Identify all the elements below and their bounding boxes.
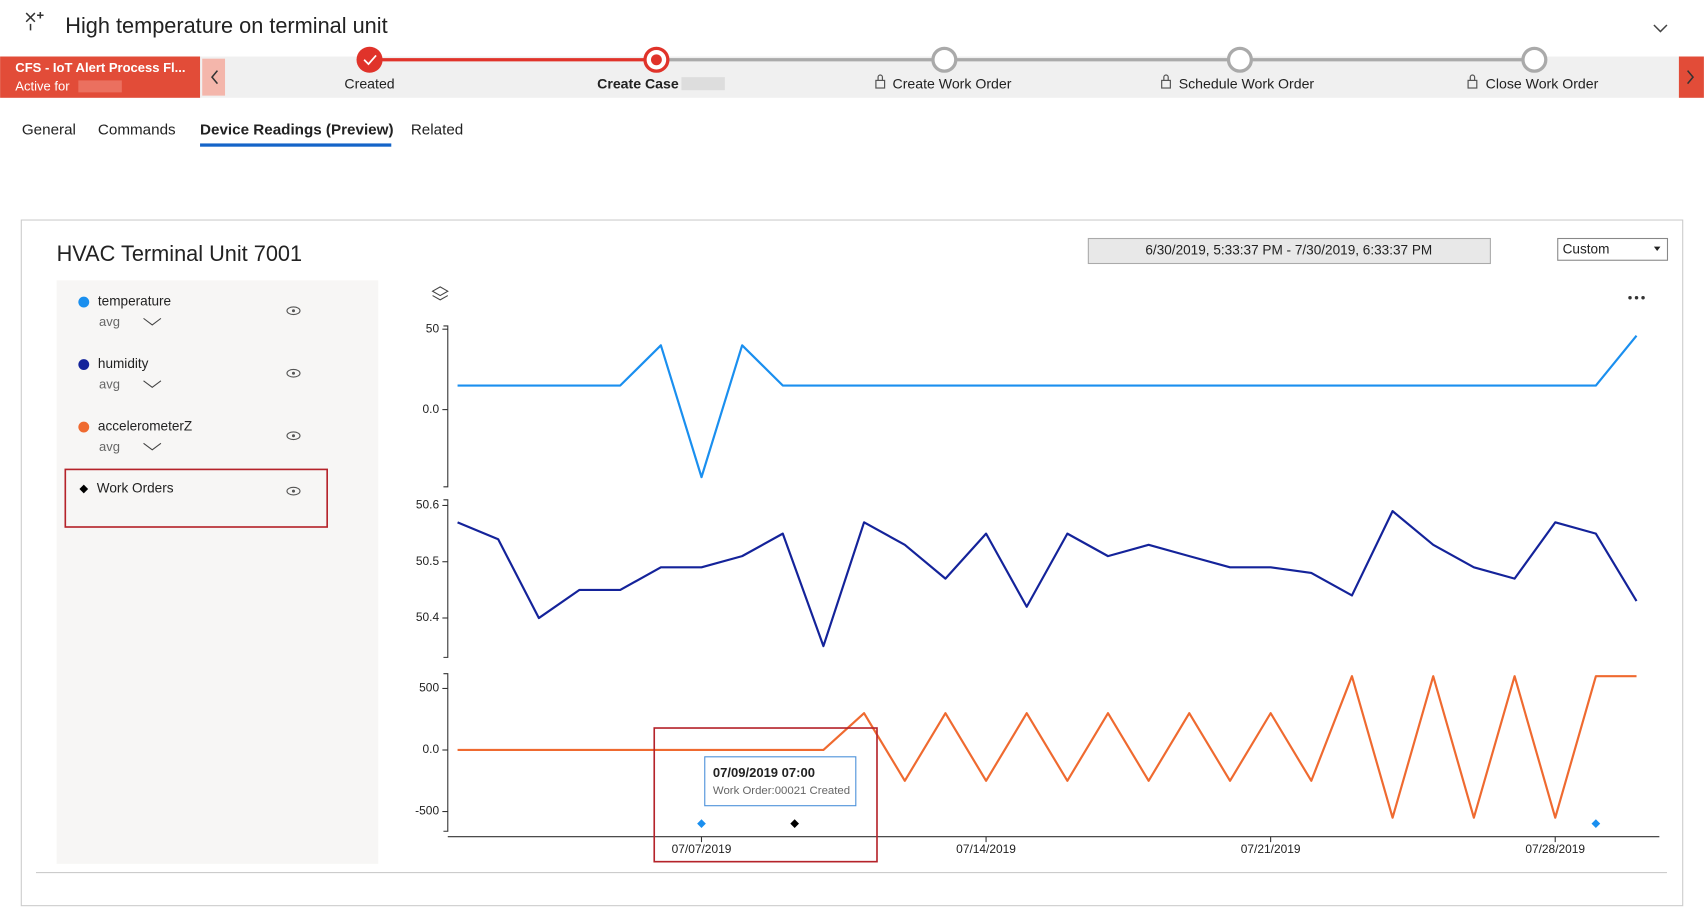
legend-aggregation: avg [99,314,120,329]
check [363,54,377,66]
highlight-box [64,468,328,528]
header-icon [25,11,44,31]
legend-dot [78,359,90,370]
highlight-box [653,727,878,863]
stage-label: Created [344,75,394,91]
y-tick-label: 50.5 [416,554,440,568]
tooltip-title: 07/09/2019 07:00 [713,765,815,780]
aggregation-chevron[interactable] [143,380,162,389]
stage-label: Schedule Work Order [1179,75,1315,91]
aggregation-chevron[interactable] [143,442,162,451]
record-title: High temperature on terminal unit [65,13,387,38]
tab-active[interactable]: Device Readings (Preview) [200,121,394,138]
y-tick-label: 50.4 [416,610,440,624]
range-dropdown[interactable] [1557,237,1669,261]
blurred-text [681,77,725,91]
legend-label: accelerometerZ [98,419,192,434]
y-tick-label: 50.6 [416,498,440,512]
x-tick-label: 07/07/2019 [672,842,732,856]
y-axis [443,499,449,658]
x-tick-label: 07/28/2019 [1525,842,1585,856]
legend-label: temperature [98,294,171,309]
visibility-pupil [291,489,296,493]
process-name: CFS - IoT Alert Process Fl... [15,60,185,75]
visibility-toggle[interactable] [286,486,301,496]
y-tick-label: 50 [426,321,440,335]
series-line [457,510,1638,648]
x-tick-label: 07/21/2019 [1241,842,1301,856]
legend-dot [78,296,90,308]
series-line [457,334,1638,479]
stage[interactable] [1521,46,1548,73]
tab-underline [200,143,392,147]
process-status: Active for [15,78,70,93]
process-bar [0,56,1704,98]
collapse-chevron[interactable] [1653,24,1668,33]
legend-panel [56,280,379,864]
stage-done[interactable] [356,46,383,73]
tab[interactable]: General [22,121,76,138]
tab[interactable]: Commands [98,121,176,138]
blurred-text [78,80,122,93]
stage-active-dot [650,54,662,66]
legend-aggregation: avg [99,377,120,392]
more-menu[interactable] [1628,295,1645,300]
visibility-toggle[interactable] [286,431,301,441]
legend-aggregation: avg [99,439,120,454]
y-tick-label: 0.0 [422,742,439,756]
stage[interactable] [1226,46,1253,73]
tab[interactable]: Related [411,121,463,138]
stage-label: Close Work Order [1486,75,1599,91]
date-range-button[interactable] [1087,237,1491,265]
legend-label: humidity [98,356,149,371]
lock-icons [875,74,1478,89]
legend-dot [78,421,90,433]
dropdown-arrow [1653,246,1661,252]
y-axis [443,673,449,832]
next-stage-button[interactable] [1678,56,1704,98]
stage-label: Create Case [597,75,679,91]
y-tick-label: 0.0 [422,402,439,416]
layers-icon[interactable] [431,286,449,301]
y-axis [443,325,449,488]
x-tick-label: 07/14/2019 [956,842,1016,856]
y-tick-label: 500 [419,681,439,695]
chevron-left [211,70,219,85]
aggregation-chevron[interactable] [143,317,162,326]
visibility-pupil [291,371,296,375]
card-title: HVAC Terminal Unit 7001 [57,241,302,266]
visibility-toggle[interactable] [286,368,301,378]
stage[interactable] [931,46,958,73]
tooltip-text: Work Order:00021 Created [713,785,850,797]
prev-stage-button[interactable] [202,58,226,96]
stage-label: Create Work Order [893,75,1012,91]
visibility-toggle[interactable] [286,306,301,316]
chevron-right [1687,70,1695,85]
visibility-pupil [291,434,296,438]
tooltip [704,756,857,807]
date-range: 6/30/2019, 5:33:37 PM - 7/30/2019, 6:33:… [1145,243,1432,258]
legend-label: Work Orders [97,481,174,496]
range-mode: Custom [1563,242,1610,257]
visibility-pupil [291,309,296,313]
y-tick-label: -500 [415,804,439,818]
